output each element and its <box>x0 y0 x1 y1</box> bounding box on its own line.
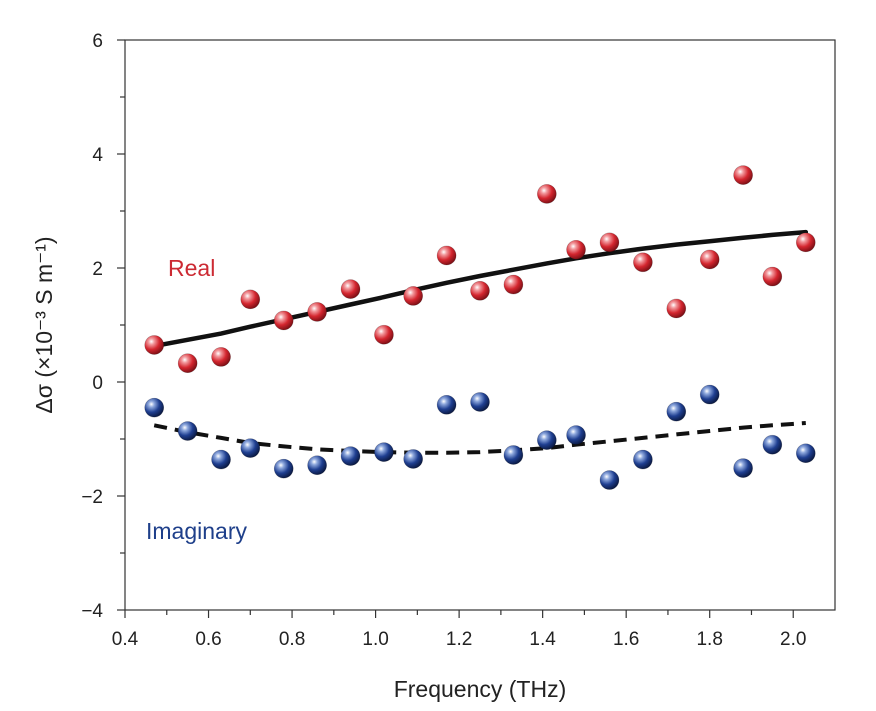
imaginary-data-point <box>273 458 294 479</box>
imaginary-data-point <box>699 384 720 405</box>
y-tick-label: 0 <box>92 373 103 394</box>
x-tick-label: 1.8 <box>696 629 722 650</box>
real-data-point <box>340 279 361 299</box>
real-data-point <box>503 274 524 295</box>
imaginary-data-point <box>503 445 524 465</box>
imaginary-series-points <box>144 384 816 490</box>
imaginary-data-point <box>795 443 816 464</box>
real-data-point <box>177 353 198 373</box>
x-tick-label: 1.4 <box>529 629 556 650</box>
x-tick-label: 2.0 <box>780 629 806 650</box>
real-data-point <box>762 266 783 287</box>
real-data-point <box>599 232 620 253</box>
real-fit-line <box>151 229 809 349</box>
imaginary-data-point <box>599 470 620 490</box>
real-data-point <box>666 298 687 319</box>
x-axis-title: Frequency (THz) <box>394 676 567 702</box>
x-tick-label: 0.4 <box>112 629 139 650</box>
imaginary-data-point <box>470 392 490 412</box>
imaginary-fit-line <box>153 421 806 455</box>
real-data-point <box>403 286 423 306</box>
real-data-point <box>240 289 261 310</box>
real-data-point <box>633 252 653 273</box>
imaginary-data-point <box>436 394 457 415</box>
imaginary-data-point <box>666 401 687 422</box>
imaginary-data-point <box>374 442 394 462</box>
real-data-point <box>699 249 720 270</box>
imaginary-data-point <box>537 430 557 450</box>
y-tick-label: 4 <box>92 145 103 166</box>
real-data-point <box>307 302 327 322</box>
imaginary-data-point <box>403 449 423 469</box>
real-series-label: Real <box>168 255 215 281</box>
imaginary-data-point <box>211 449 231 470</box>
real-data-point <box>733 165 753 185</box>
y-axis-title: Δσ (×10⁻³ S m⁻¹) <box>31 236 57 413</box>
imaginary-series-label: Imaginary <box>146 518 247 544</box>
x-axis: 0.4 0.6 0.8 1.0 1.2 1.4 1.6 1.8 2.0 <box>112 610 806 650</box>
x-tick-label: 1.6 <box>613 629 639 650</box>
real-series-points <box>144 165 816 373</box>
real-data-point <box>795 232 816 253</box>
y-axis: −4 −2 0 2 4 6 <box>81 31 125 622</box>
x-tick-label: 0.6 <box>195 629 221 650</box>
imaginary-data-point <box>240 438 261 458</box>
imaginary-data-point <box>566 425 586 445</box>
x-tick-label: 1.2 <box>446 629 472 650</box>
y-tick-label: −4 <box>81 601 103 622</box>
real-data-point <box>273 310 294 331</box>
imaginary-data-point <box>762 434 783 455</box>
imaginary-data-point <box>733 458 753 478</box>
imaginary-data-point <box>340 446 361 466</box>
y-tick-label: 2 <box>92 259 103 280</box>
x-tick-label: 1.0 <box>362 629 388 650</box>
real-data-point <box>374 324 394 345</box>
imaginary-data-point <box>177 421 198 441</box>
real-data-point <box>566 239 586 260</box>
real-data-point <box>211 347 231 367</box>
imaginary-data-point <box>144 397 165 418</box>
imaginary-data-point <box>633 449 653 470</box>
y-tick-label: 6 <box>92 31 103 52</box>
real-data-point <box>470 280 490 301</box>
real-data-point <box>436 245 457 266</box>
y-tick-label: −2 <box>81 487 103 508</box>
real-data-point <box>537 184 557 204</box>
real-data-point <box>144 335 165 355</box>
x-tick-label: 0.8 <box>279 629 305 650</box>
imaginary-data-point <box>307 455 327 476</box>
